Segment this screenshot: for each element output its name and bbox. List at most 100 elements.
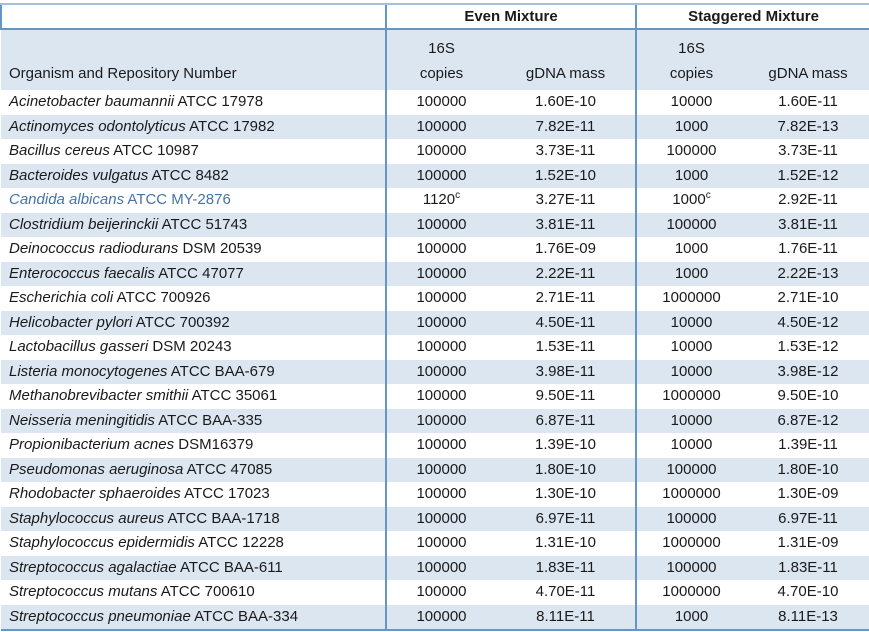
table-row: Actinomyces odontolyticus ATCC 17982 1000… (1, 114, 869, 139)
even-16s-copies-cell: 100000 (385, 139, 496, 164)
cell-value: 1.76E-09 (535, 240, 596, 257)
cell-value: 6.97E-11 (535, 509, 596, 527)
cell-value: 6.87E-11 (535, 411, 596, 429)
organism-name: Propionibacterium acnes (9, 436, 175, 453)
organism-name: Staphylococcus aureus (9, 509, 165, 527)
cell-value: 1.76E-11 (778, 240, 838, 257)
staggered-16s-copies-cell: 1000000 (635, 384, 746, 409)
cell-value: 100000 (416, 485, 467, 502)
organism-cell: Propionibacterium acnes DSM16379 (1, 433, 386, 458)
cell-value: 1000000 (662, 485, 721, 502)
staggered-gdna-mass-cell: 1.53E-12 (746, 335, 869, 360)
even-16s-copies-cell: 100000 (385, 506, 496, 531)
organism-cell: Streptococcus agalactiae ATCC BAA-611 (1, 555, 386, 580)
table-row: Streptococcus mutans ATCC 700610 100000 4.… (1, 580, 869, 605)
even-16s-copies-cell: 100000 (385, 408, 496, 433)
even-gdna-mass-cell: 1.31E-10 (496, 531, 636, 556)
repository-number: ATCC 700926 (116, 289, 211, 306)
cell-value: 3.81E-11 (778, 215, 838, 233)
cell-value: 100000 (416, 215, 467, 233)
table-row: Acinetobacter baumannii ATCC 17978 100000… (1, 90, 869, 115)
repository-number: ATCC BAA-1718 (167, 509, 280, 527)
cell-value: 1000000 (662, 289, 721, 306)
cell-value: 100000 (416, 607, 467, 625)
organism-cell: Escherichia coli ATCC 700926 (1, 286, 386, 311)
cell-value: 1.83E-11 (535, 558, 596, 576)
staggered-16s-copies-cell: 10000 (635, 310, 746, 335)
organism-name: Methanobrevibacter smithii (9, 387, 189, 404)
repository-number: ATCC 700392 (135, 313, 230, 331)
cell-value: 1.30E-10 (535, 485, 596, 502)
even-16s-copies-cell: 1120c (385, 188, 496, 213)
cell-value: 9.50E-10 (777, 387, 839, 404)
staggered-gdna-mass-cell: 1.30E-09 (746, 482, 869, 507)
cell-value: 1000 (674, 166, 709, 184)
cell-value: 100000 (416, 264, 467, 282)
repository-number: ATCC 17023 (184, 485, 270, 502)
cell-value: 100000 (416, 387, 467, 404)
organism-name: Actinomyces odontolyticus (9, 117, 186, 135)
even-gdna-mass-cell: 3.98E-11 (496, 359, 636, 384)
repository-number: ATCC 51743 (161, 215, 248, 233)
repository-number: DSM 20539 (182, 240, 262, 257)
staggered-16s-copies-cell: 1000 (635, 237, 746, 262)
repository-number: ATCC 17978 (177, 93, 264, 110)
cell-value: 7.82E-13 (777, 117, 839, 135)
staggered-16s-copies-cell: 100000 (635, 139, 746, 164)
column-header-row: Organism and Repository Number 16S copie… (1, 29, 869, 90)
cell-value: 3.73E-11 (535, 142, 596, 159)
staggered-16s-copies-cell: 100000 (635, 212, 746, 237)
cell-value: 3.98E-11 (535, 362, 596, 380)
even-gdna-mass-cell: 1.76E-09 (496, 237, 636, 262)
even-gdna-mass-cell: 1.83E-11 (496, 555, 636, 580)
mock-community-table: Even Mixture Staggered Mixture Organism … (0, 3, 869, 631)
table-row: Propionibacterium acnes DSM16379 100000 1.… (1, 433, 869, 458)
cell-value: 100000 (416, 117, 467, 135)
cell-value: 100000 (416, 313, 467, 331)
column-header-organism: Organism and Repository Number (1, 29, 386, 90)
staggered-gdna-mass-cell: 1.52E-12 (746, 163, 869, 188)
cell-value: 100000 (416, 240, 467, 257)
staggered-gdna-mass-cell: 3.73E-11 (746, 139, 869, 164)
cell-value: 1000000 (662, 583, 721, 600)
cell-value: 100000 (416, 362, 467, 380)
organism-name: Clostridium beijerinckii (9, 215, 159, 233)
footnote-marker: c (455, 190, 461, 201)
repository-number: ATCC 10987 (113, 142, 199, 159)
cell-value: 3.73E-11 (778, 142, 838, 159)
cell-value: 1000 (674, 117, 709, 135)
cell-value: 2.71E-11 (535, 289, 596, 306)
even-16s-copies-cell: 100000 (385, 359, 496, 384)
even-16s-copies-cell: 100000 (385, 580, 496, 605)
even-gdna-mass-cell: 4.70E-11 (496, 580, 636, 605)
organism-cell: Enterococcus faecalis ATCC 47077 (1, 261, 386, 286)
even-gdna-mass-cell: 1.53E-11 (496, 335, 636, 360)
staggered-gdna-mass-cell: 1.31E-09 (746, 531, 869, 556)
organism-cell: Candida albicans ATCC MY-2876 (1, 188, 386, 213)
organism-cell: Staphylococcus aureus ATCC BAA-1718 (1, 506, 386, 531)
table-row: Bacteroides vulgatus ATCC 8482 100000 1.52… (1, 163, 869, 188)
organism-cell: Streptococcus pneumoniae ATCC BAA-334 (1, 604, 386, 631)
cell-value: 3.98E-12 (777, 362, 839, 380)
even-16s-copies-cell: 100000 (385, 163, 496, 188)
cell-value: 1.31E-10 (535, 534, 596, 551)
staggered-gdna-mass-cell: 4.50E-12 (746, 310, 869, 335)
even-16s-copies-cell: 100000 (385, 604, 496, 631)
cell-value: 4.50E-12 (777, 313, 839, 331)
cell-value: 1.60E-10 (535, 93, 596, 110)
column-header-staggered-gdna-mass: gDNA mass (746, 29, 869, 90)
organism-cell: Streptococcus mutans ATCC 700610 (1, 580, 386, 605)
cell-value: 100000 (416, 142, 467, 159)
even-16s-copies-cell: 100000 (385, 555, 496, 580)
even-16s-copies-cell: 100000 (385, 286, 496, 311)
organism-cell: Actinomyces odontolyticus ATCC 17982 (1, 114, 386, 139)
even-16s-copies-cell: 100000 (385, 457, 496, 482)
repository-number: DSM16379 (178, 436, 254, 453)
organism-cell: Neisseria meningitidis ATCC BAA-335 (1, 408, 386, 433)
repository-number: ATCC BAA-679 (170, 362, 275, 380)
organism-cell: Helicobacter pylori ATCC 700392 (1, 310, 386, 335)
staggered-gdna-mass-cell: 8.11E-13 (746, 604, 869, 631)
even-16s-copies-cell: 100000 (385, 212, 496, 237)
cell-value: 100000 (416, 436, 467, 453)
